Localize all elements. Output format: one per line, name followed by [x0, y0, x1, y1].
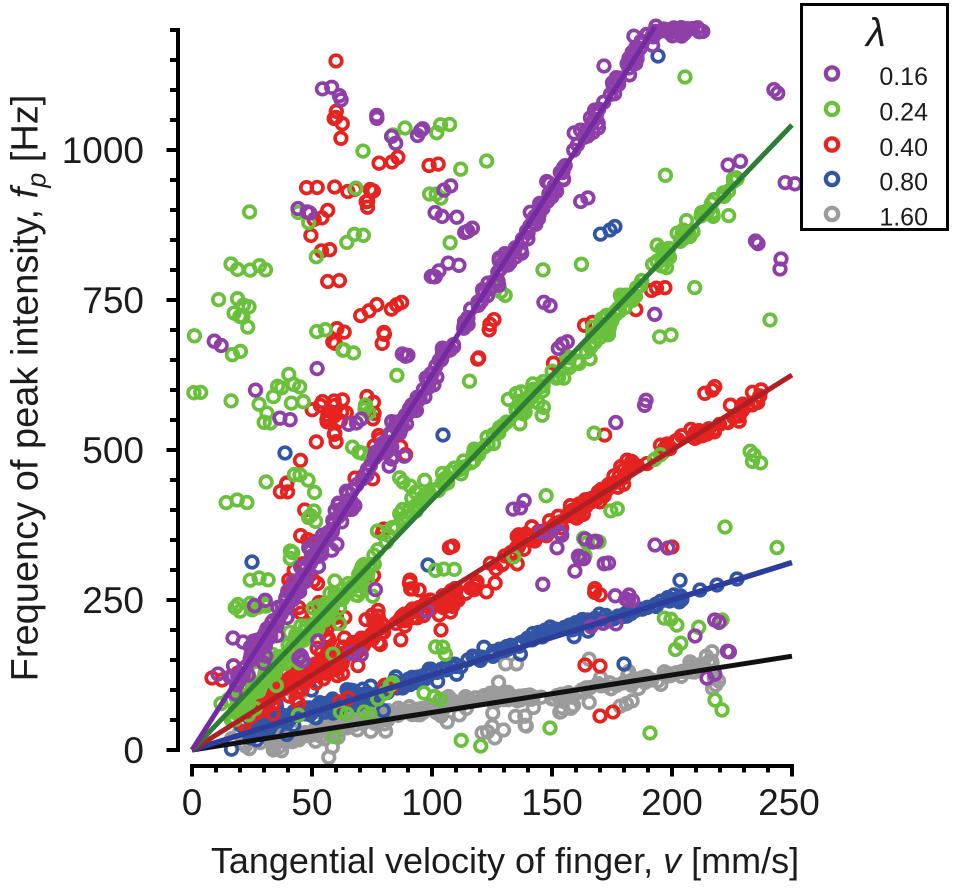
svg-text:50: 50 [291, 782, 332, 823]
svg-text:200: 200 [641, 782, 703, 823]
svg-text:150: 150 [521, 782, 583, 823]
svg-text:500: 500 [82, 430, 144, 471]
svg-text:0: 0 [123, 730, 144, 771]
svg-text:λ: λ [864, 11, 886, 55]
svg-text:100: 100 [401, 782, 463, 823]
svg-text:250: 250 [82, 580, 144, 621]
svg-text:750: 750 [82, 280, 144, 321]
svg-text:0: 0 [182, 782, 203, 823]
svg-text:0.24: 0.24 [879, 99, 928, 127]
svg-text:0.80: 0.80 [879, 169, 928, 197]
svg-text:1000: 1000 [62, 130, 144, 171]
svg-text:Tangential velocity of finger,: Tangential velocity of finger, v [mm/s] [211, 840, 799, 881]
svg-text:1.60: 1.60 [879, 204, 928, 232]
svg-text:Frequency of peak intensity, f: Frequency of peak intensity, fp [Hz] [5, 95, 52, 682]
svg-text:250: 250 [758, 782, 820, 823]
svg-text:0.40: 0.40 [879, 134, 928, 162]
svg-text:0.16: 0.16 [879, 63, 928, 91]
